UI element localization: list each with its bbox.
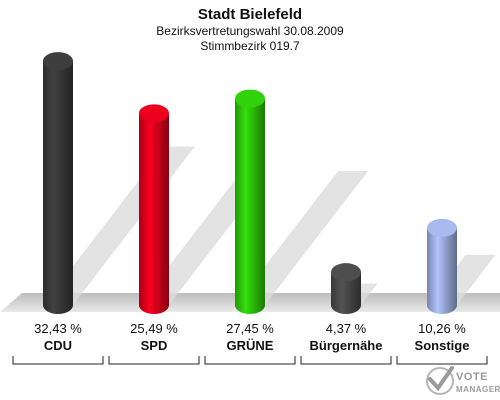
bar-shadow-1 [139, 180, 265, 305]
bar-bürgernähe [331, 263, 361, 314]
category-label-0: CDU [44, 338, 72, 353]
category-bracket-2 [204, 356, 296, 365]
category-label-3: Bürgernähe [310, 338, 383, 353]
logo-text-manager: MANAGER [456, 385, 500, 394]
category-label-2: GRÜNE [227, 338, 274, 353]
value-label-1: 25,49 % [130, 321, 178, 336]
category-label-4: Sonstige [415, 338, 470, 353]
bar-group [43, 52, 457, 315]
category-bracket-1 [108, 356, 200, 365]
bar-top-2 [235, 89, 265, 108]
bar-spd [139, 104, 169, 314]
bar-body-2 [235, 98, 265, 315]
category-brackets [12, 356, 488, 365]
bar-body-1 [139, 113, 169, 314]
category-label-1: SPD [141, 338, 168, 353]
chart-subtitle-district: Stimmbezirk 019.7 [200, 39, 300, 53]
bar-body-4 [427, 227, 457, 314]
bar-top-0 [43, 52, 73, 71]
bar-body-3 [331, 272, 361, 314]
check-icon [426, 366, 454, 395]
bar-top-3 [331, 263, 361, 282]
bar-sonstige [427, 218, 457, 314]
chart-title: Stadt Bielefeld [198, 6, 302, 23]
value-label-4: 10,26 % [418, 321, 466, 336]
bar-body-0 [43, 61, 73, 314]
value-label-2: 27,45 % [226, 321, 274, 336]
value-label-3: 4,37 % [326, 321, 367, 336]
category-bracket-4 [396, 356, 488, 365]
bar-shadow-2 [235, 170, 369, 305]
bar-cdu [43, 52, 73, 314]
bar-top-1 [139, 104, 169, 123]
category-bracket-0 [12, 356, 104, 365]
logo-text-vote: VOTE [456, 371, 488, 383]
category-bracket-3 [300, 356, 392, 365]
bar-grüne [235, 89, 265, 315]
label-group: 32,43 % CDU 25,49 % SPD 27,45 % GRÜNE 4,37 % Bü… [34, 321, 469, 353]
chart-subtitle-election: Bezirksvertretungswahl 30.08.2009 [156, 24, 344, 38]
bar-top-4 [427, 218, 457, 237]
value-label-0: 32,43 % [34, 321, 82, 336]
vote-manager-logo: VOTE MANAGER [426, 366, 500, 395]
